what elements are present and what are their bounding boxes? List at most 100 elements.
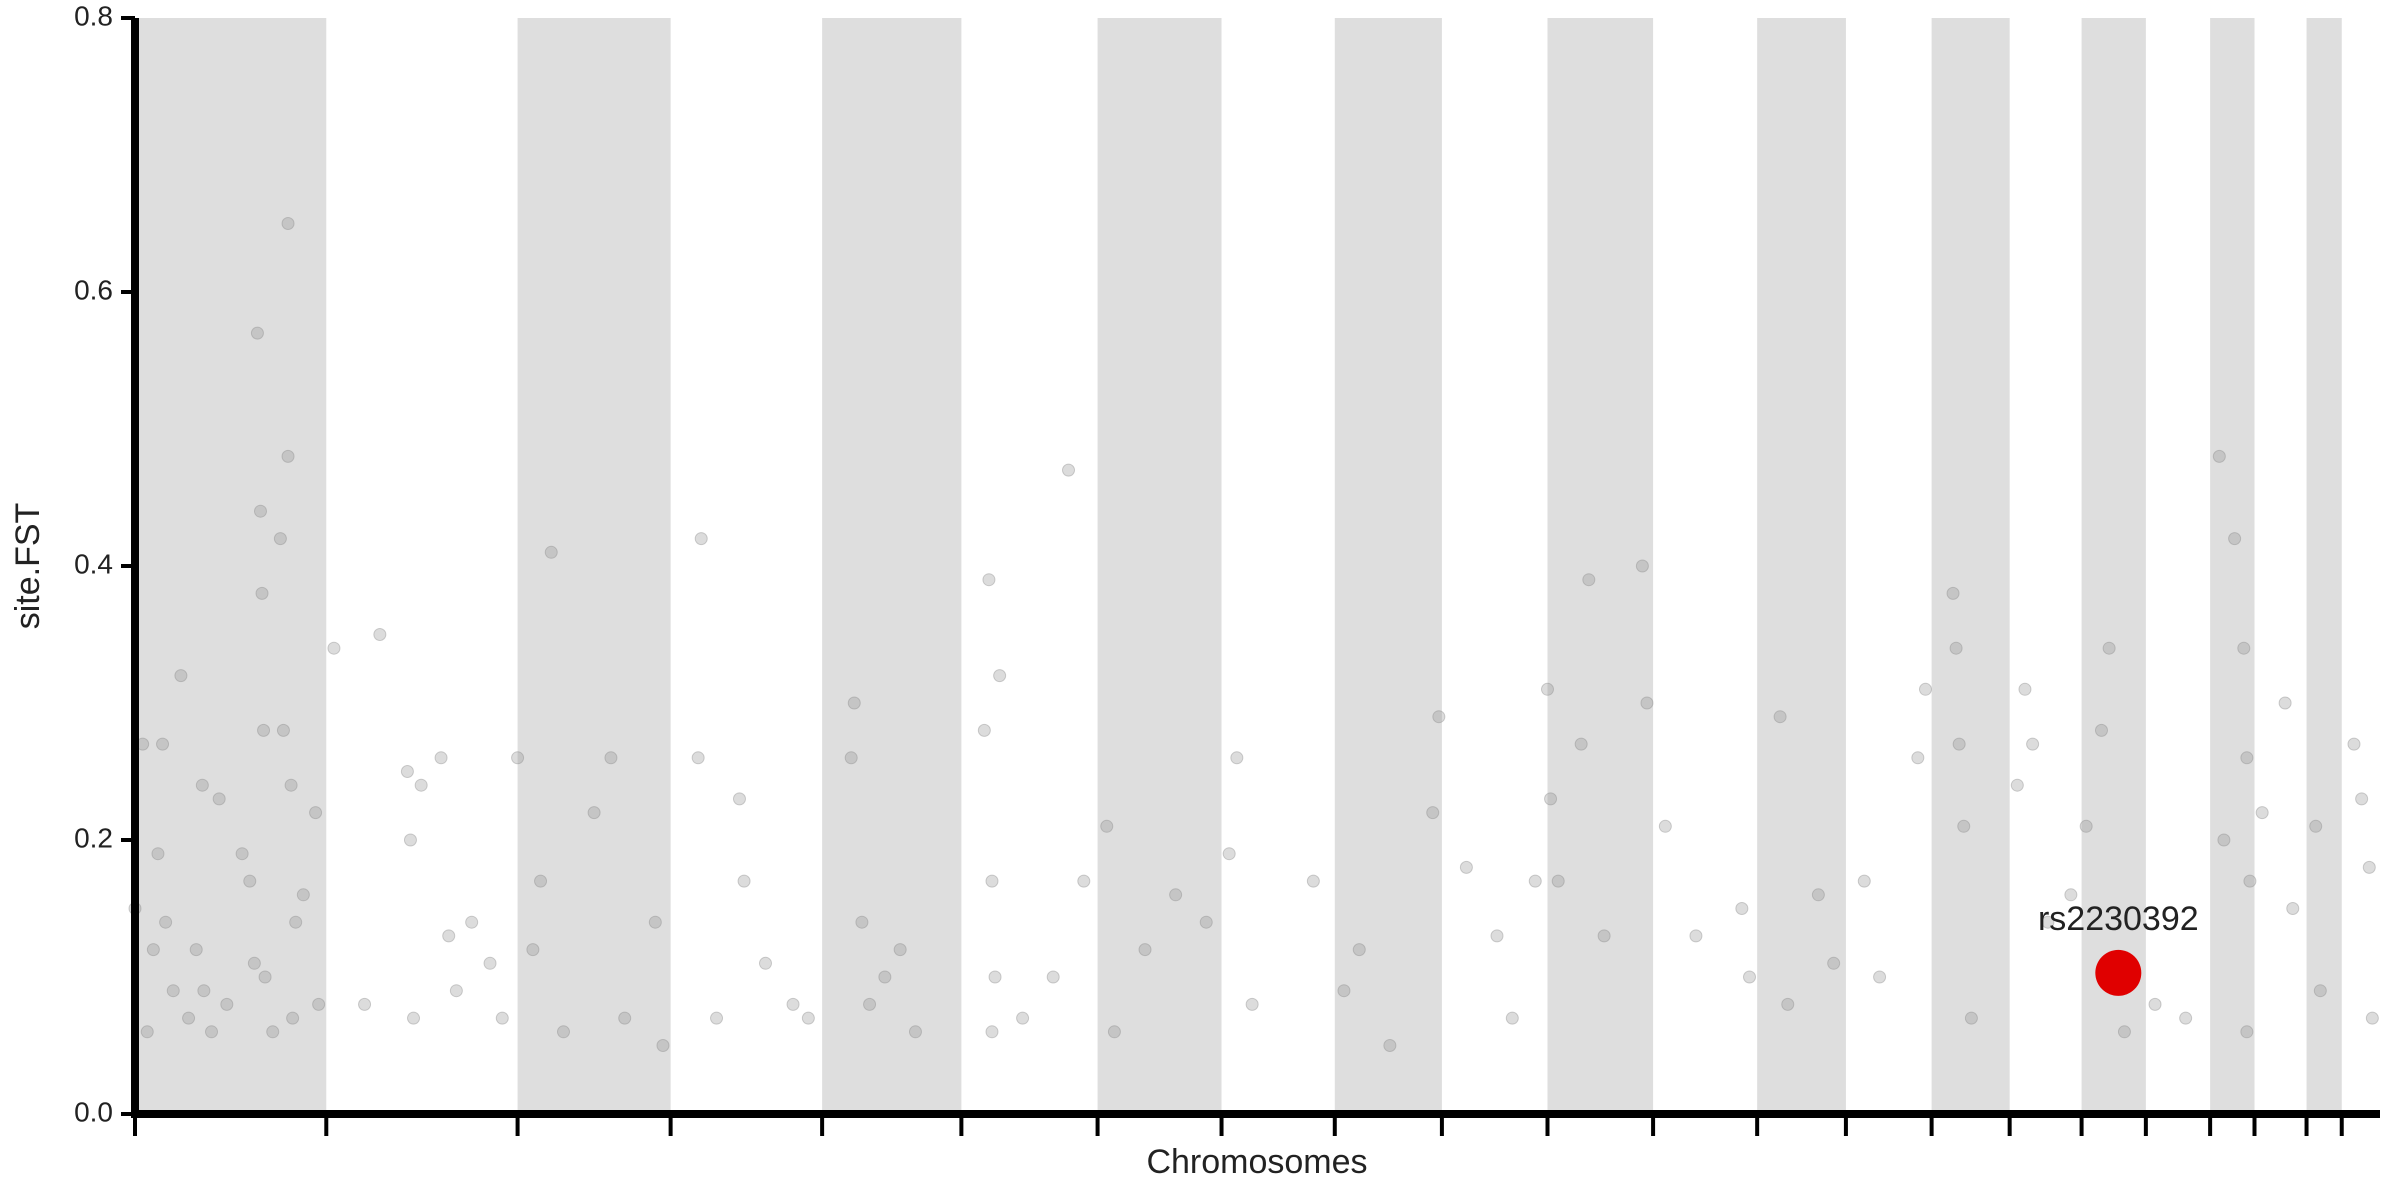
snp-point <box>2041 915 2055 929</box>
snp-point <box>2240 751 2254 765</box>
snp-point <box>732 792 746 806</box>
snp-point <box>258 970 272 984</box>
snp-point <box>526 943 540 957</box>
snp-point <box>1827 956 1841 970</box>
snp-point <box>289 915 303 929</box>
snp-point <box>296 888 310 902</box>
chromosome-band <box>2210 18 2255 1114</box>
snp-point <box>1245 997 1259 1011</box>
snp-point <box>1100 819 1114 833</box>
snp-point <box>544 545 558 559</box>
y-axis-label: site.FST <box>9 503 47 630</box>
annotation: rs2230392 <box>2038 900 2199 938</box>
snp-point <box>604 751 618 765</box>
snp-point <box>1952 737 1966 751</box>
snp-point <box>2365 1011 2379 1025</box>
y-tick-label: 0.8 <box>74 0 113 31</box>
snp-point <box>235 847 249 861</box>
snp-point <box>1597 929 1611 943</box>
snp-point <box>247 956 261 970</box>
snp-point <box>414 778 428 792</box>
snp-point <box>2237 641 2251 655</box>
snp-point <box>2010 778 2024 792</box>
snp-point <box>1062 463 1076 477</box>
snp-point <box>737 874 751 888</box>
snp-point <box>1383 1039 1397 1052</box>
snp-point <box>1222 847 1236 861</box>
snp-point <box>2148 997 2162 1011</box>
snp-point <box>1551 874 1565 888</box>
chromosome-band <box>135 18 327 1114</box>
snp-point <box>2117 1025 2131 1039</box>
snp-point <box>465 915 479 929</box>
snp-point <box>400 765 414 778</box>
chromosome-band <box>1097 18 1222 1114</box>
snp-point <box>182 1011 196 1025</box>
snp-point <box>1077 874 1091 888</box>
y-tick-label: 0.6 <box>74 274 113 305</box>
snp-point <box>434 751 448 765</box>
snp-point <box>534 874 548 888</box>
chromosome-band <box>517 18 671 1114</box>
snp-point <box>2240 1025 2254 1039</box>
snp-point <box>1138 943 1152 957</box>
snp-point <box>2018 682 2032 696</box>
snp-point <box>1107 1025 1121 1039</box>
snp-point <box>1046 970 1060 984</box>
snp-point <box>1964 1011 1978 1025</box>
snp-point <box>358 997 372 1011</box>
snp-point <box>1574 737 1588 751</box>
snp-point <box>1658 819 1672 833</box>
snp-point <box>1199 915 1213 929</box>
snp-point <box>373 628 387 641</box>
snp-point <box>1230 751 1244 765</box>
snp-point <box>195 778 209 792</box>
snp-point <box>1735 902 1749 915</box>
snp-point <box>511 751 525 765</box>
snp-point <box>2243 874 2257 888</box>
snp-point <box>1459 860 1473 874</box>
snp-point <box>1544 792 1558 806</box>
snp-point <box>140 1025 154 1039</box>
snp-point <box>2026 737 2040 751</box>
snp-point <box>1490 929 1504 943</box>
snp-point <box>1949 641 1963 655</box>
snp-point <box>2286 902 2300 915</box>
snp-point <box>893 943 907 957</box>
snp-point <box>648 915 662 929</box>
snp-point <box>556 1025 570 1039</box>
snp-point <box>2102 641 2116 655</box>
snp-point <box>442 929 456 943</box>
snp-point <box>220 997 234 1011</box>
snp-point <box>281 449 295 463</box>
snp-point <box>243 874 257 888</box>
highlight-point <box>2095 949 2142 996</box>
snp-point <box>1169 888 1183 902</box>
snp-point <box>878 970 892 984</box>
snp-point <box>151 847 165 861</box>
snp-point <box>786 997 800 1011</box>
snp-point <box>1873 970 1887 984</box>
snp-point <box>1352 943 1366 957</box>
snp-point <box>2362 860 2376 874</box>
snp-point <box>1306 874 1320 888</box>
snp-point <box>618 1011 632 1025</box>
snp-point <box>710 1011 724 1025</box>
snp-point <box>2313 984 2327 998</box>
snp-point <box>2079 819 2093 833</box>
snp-point <box>483 956 497 970</box>
y-tick-label: 0.2 <box>74 822 113 853</box>
snp-point <box>1528 874 1542 888</box>
snp-point <box>257 723 271 737</box>
snp-point <box>1540 682 1554 696</box>
snp-point <box>1773 710 1787 724</box>
snp-point <box>327 641 341 655</box>
snp-point <box>1337 984 1351 998</box>
snp-point <box>1911 751 1925 765</box>
chromosome-band <box>1757 18 1846 1114</box>
snp-point <box>2179 1011 2193 1025</box>
snp-point <box>863 997 877 1011</box>
snp-point <box>977 723 991 737</box>
x-axis-label: Chromosomes <box>1146 1143 1367 1181</box>
snp-point <box>1640 696 1654 710</box>
